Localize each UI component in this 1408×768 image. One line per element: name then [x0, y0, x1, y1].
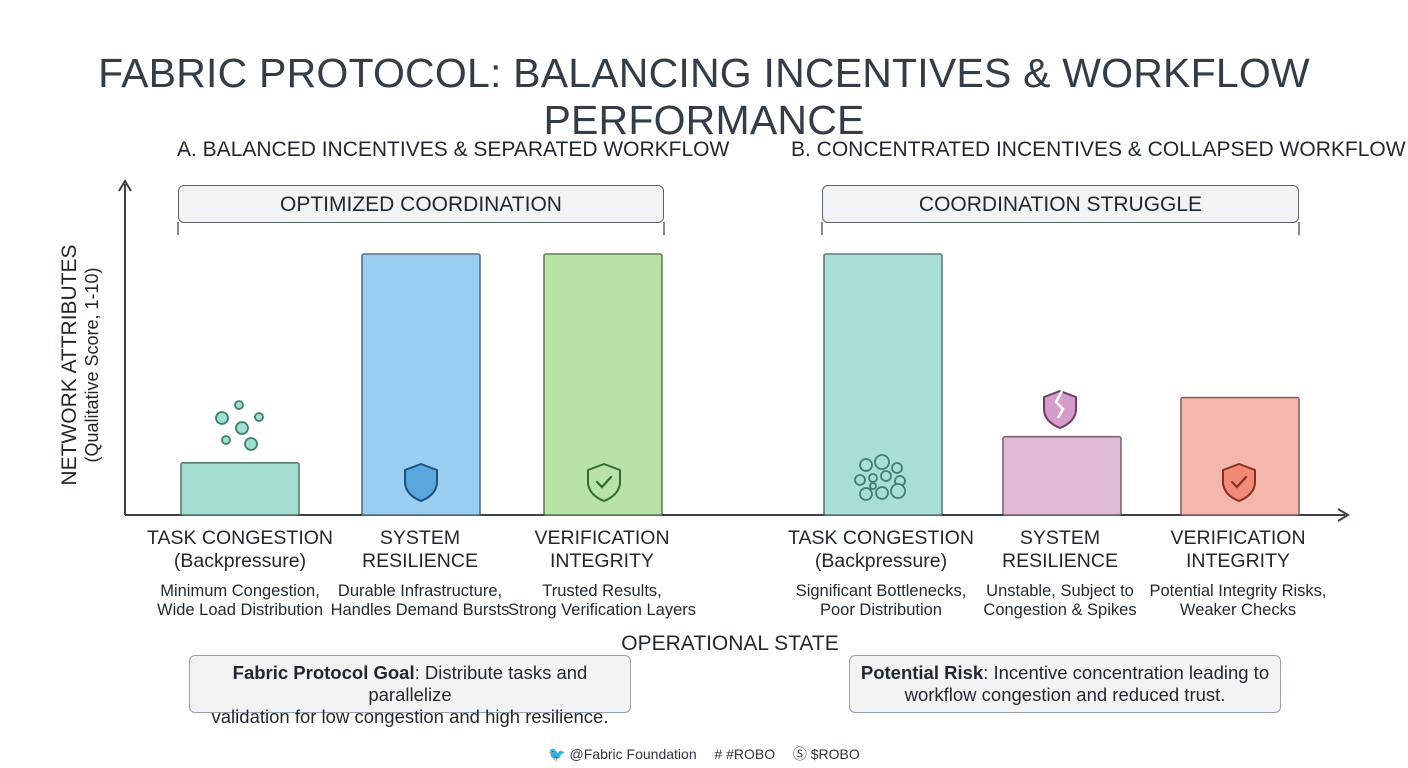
category-desc: Handles Demand Bursts — [330, 601, 510, 619]
shield-check-icon — [587, 463, 621, 502]
bar-a-2 — [543, 253, 663, 516]
goal-note-text-2: validation for low congestion and high r… — [211, 706, 609, 727]
risk-note: Potential Risk: Incentive concentration … — [849, 655, 1281, 713]
category-desc: Potential Integrity Risks, — [1149, 582, 1327, 600]
cracked-shield-check-icon — [1222, 463, 1256, 502]
footer: 🐦 @Fabric Foundation # #ROBO Ⓢ $ROBO — [0, 744, 1408, 764]
risk-note-text-2: workflow congestion and reduced trust. — [904, 684, 1226, 705]
x-axis-label: OPERATIONAL STATE — [621, 632, 839, 655]
category-name: TASK CONGESTION — [788, 527, 974, 549]
broken-shield-icon — [1043, 390, 1077, 429]
bar-b-2 — [1180, 396, 1300, 516]
category-label-a-resilience: SYSTEM RESILIENCE Durable Infrastructure… — [320, 527, 520, 620]
panel-a-bracket: OPTIMIZED COORDINATION — [178, 185, 664, 223]
category-name: VERIFICATION — [534, 527, 670, 549]
y-axis-arrow — [118, 179, 132, 192]
category-subname: INTEGRITY — [1185, 550, 1290, 572]
category-name: SYSTEM — [379, 527, 461, 549]
y-axis-subtitle: (Qualitative Score, 1-10) — [82, 267, 102, 463]
hash-icon: # — [714, 746, 723, 762]
category-name: SYSTEM — [1019, 527, 1101, 549]
goal-note-heading: Fabric Protocol Goal — [232, 662, 415, 683]
footer-twitter[interactable]: @Fabric Foundation — [569, 746, 697, 762]
category-name: VERIFICATION — [1170, 527, 1306, 549]
bar-b-0 — [823, 253, 943, 516]
bar-b-1 — [1002, 435, 1122, 516]
category-desc: Unstable, Subject to — [986, 582, 1134, 600]
category-label-a-congestion: TASK CONGESTION (Backpressure) Minimum C… — [140, 527, 340, 620]
risk-note-heading: Potential Risk — [860, 662, 984, 683]
category-subname: (Backpressure) — [173, 550, 307, 572]
goal-note-text: : Distribute tasks and parallelize — [368, 662, 588, 705]
y-axis-title: NETWORK ATTRIBUTES — [58, 244, 81, 486]
panel-b-bracket: COORDINATION STRUGGLE — [822, 185, 1299, 223]
shield-icon — [404, 463, 438, 502]
category-desc: Significant Bottlenecks, — [795, 582, 967, 600]
category-subname: INTEGRITY — [549, 550, 654, 572]
page-title: FABRIC PROTOCOL: BALANCING INCENTIVES & … — [98, 50, 1310, 143]
dots-cluster-icon — [854, 454, 906, 501]
category-desc: Poor Distribution — [820, 601, 942, 619]
bird-icon: 🐦 — [548, 746, 566, 762]
x-axis-arrow — [1337, 508, 1350, 522]
category-label-a-integrity: VERIFICATION INTEGRITY Trusted Results, … — [497, 527, 707, 620]
panel-a-title: A. BALANCED INCENTIVES & SEPARATED WORKF… — [177, 138, 730, 161]
category-desc: Wide Load Distribution — [157, 601, 323, 619]
coin-icon: Ⓢ — [792, 746, 807, 762]
category-subname: RESILIENCE — [362, 550, 478, 572]
category-desc: Trusted Results, — [542, 582, 662, 600]
category-subname: RESILIENCE — [1002, 550, 1118, 572]
category-desc: Weaker Checks — [1179, 601, 1297, 619]
risk-note-text: : Incentive concentration leading to — [983, 662, 1270, 683]
category-desc: Durable Infrastructure, — [337, 582, 503, 600]
bar-a-0 — [180, 461, 300, 516]
category-label-b-congestion: TASK CONGESTION (Backpressure) Significa… — [781, 527, 981, 620]
category-name: TASK CONGESTION — [147, 527, 333, 549]
dots-icon — [215, 400, 264, 451]
category-label-b-resilience: SYSTEM RESILIENCE Unstable, Subject to C… — [960, 527, 1160, 620]
category-label-b-integrity: VERIFICATION INTEGRITY Potential Integri… — [1133, 527, 1343, 620]
bar-a-1 — [361, 253, 481, 516]
y-axis-label: NETWORK ATTRIBUTES (Qualitative Score, 1… — [58, 244, 102, 485]
footer-hashtag[interactable]: #ROBO — [726, 746, 776, 762]
category-desc: Minimum Congestion, — [160, 582, 320, 600]
footer-ticker[interactable]: $ROBO — [810, 746, 860, 762]
category-desc: Congestion & Spikes — [983, 601, 1137, 619]
goal-note: Fabric Protocol Goal: Distribute tasks a… — [189, 655, 631, 727]
category-subname: (Backpressure) — [814, 550, 948, 572]
panel-b-title: B. CONCENTRATED INCENTIVES & COLLAPSED W… — [791, 138, 1406, 161]
category-desc: Strong Verification Layers — [507, 601, 697, 619]
